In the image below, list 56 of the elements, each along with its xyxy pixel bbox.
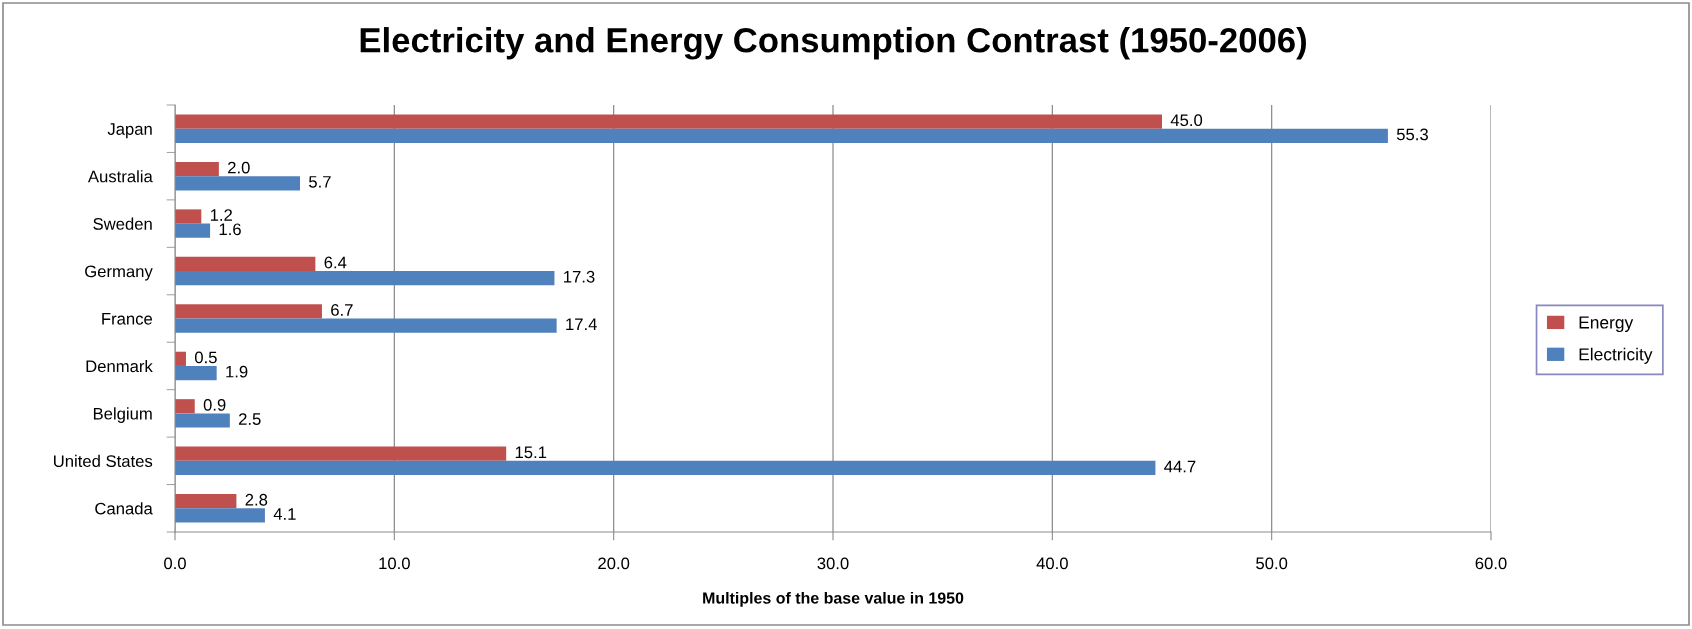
bar	[175, 114, 1162, 129]
y-tick-label: Canada	[95, 502, 153, 515]
data-label: 45.0	[1170, 114, 1203, 127]
data-label: 4.1	[273, 508, 296, 520]
data-label: 1.6	[219, 223, 241, 236]
x-tick-label: 60.0	[1475, 557, 1507, 570]
data-label: 6.7	[331, 304, 353, 316]
bar	[175, 223, 211, 238]
bar	[175, 128, 1388, 143]
x-tick-label: 30.0	[817, 557, 849, 570]
y-tick-label: Sweden	[93, 217, 152, 230]
data-label: 44.7	[1164, 460, 1196, 473]
data-label: 2.0	[228, 161, 250, 174]
data-label: 1.2	[210, 209, 232, 221]
x-tick-label: 40.0	[1036, 557, 1068, 570]
bar	[175, 413, 230, 428]
data-label: 2.5	[239, 413, 261, 425]
bar	[175, 256, 316, 272]
data-label: 15.1	[515, 446, 547, 459]
legend-label: Electricity	[1579, 347, 1653, 364]
x-axis-title: Multiples of the base value in 1950	[703, 591, 964, 607]
bar	[175, 460, 1156, 476]
x-tick-label: 20.0	[598, 557, 630, 570]
y-tick-label: Japan	[107, 123, 152, 139]
data-label: 17.3	[564, 270, 595, 283]
y-tick-label: Belgium	[93, 407, 152, 423]
data-label: 0.9	[203, 398, 226, 411]
bar	[175, 365, 217, 381]
data-label: 1.9	[226, 365, 248, 378]
bar	[175, 271, 555, 286]
x-tick-label: 0.0	[164, 557, 186, 570]
data-label: 2.8	[245, 493, 268, 506]
bar	[175, 304, 322, 319]
bar	[175, 176, 301, 191]
data-label: 55.3	[1396, 128, 1428, 141]
y-tick-label: Denmark	[86, 359, 153, 373]
bar	[175, 351, 186, 366]
bar	[175, 508, 265, 523]
data-label: 5.7	[309, 176, 331, 188]
x-tick-label: 10.0	[379, 557, 410, 570]
data-label: 0.5	[194, 351, 217, 364]
data-label: 17.4	[566, 318, 597, 330]
bar	[175, 446, 507, 461]
bar	[175, 318, 557, 333]
x-tick-label: 50.0	[1256, 557, 1288, 570]
y-tick-label: Australia	[87, 170, 153, 183]
bar	[175, 161, 219, 177]
y-tick-label: France	[102, 313, 153, 325]
legend-label: Energy	[1579, 316, 1634, 333]
bar	[175, 399, 195, 414]
y-tick-label: Germany	[85, 265, 153, 281]
chart-title: Electricity and Energy Consumption Contrast (1950-2006)	[360, 27, 1306, 60]
y-tick-label: United States	[54, 454, 153, 468]
data-label: 6.4	[324, 256, 347, 269]
bar	[175, 209, 202, 224]
bar	[175, 494, 237, 509]
